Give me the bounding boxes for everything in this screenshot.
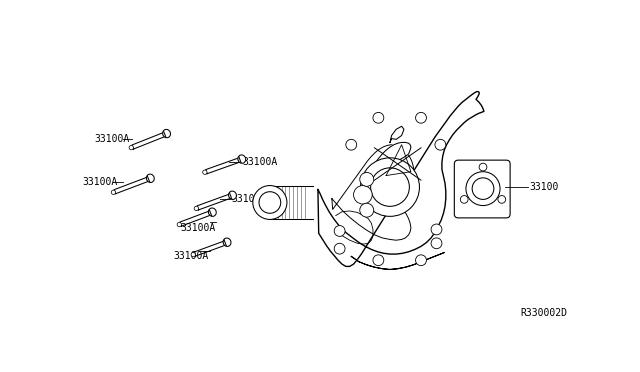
Text: 33100: 33100 [529,182,559,192]
Circle shape [360,158,419,217]
Circle shape [334,243,345,254]
Text: R330002D: R330002D [520,308,567,318]
Polygon shape [132,133,164,149]
Polygon shape [318,92,484,266]
Circle shape [203,170,207,174]
Ellipse shape [147,174,154,183]
Circle shape [466,172,500,206]
Text: 33100A: 33100A [173,251,208,262]
Text: 33100A: 33100A [242,157,277,167]
Ellipse shape [223,238,231,246]
Circle shape [360,173,374,186]
Circle shape [498,196,506,203]
FancyBboxPatch shape [454,160,510,218]
Circle shape [373,255,384,266]
Circle shape [373,112,384,123]
Ellipse shape [238,155,246,163]
Polygon shape [374,142,411,167]
Circle shape [111,190,116,195]
Text: 33100A: 33100A [180,223,216,233]
Polygon shape [197,194,230,210]
Text: 33100A: 33100A [94,134,129,144]
Circle shape [334,225,345,236]
Circle shape [253,186,287,219]
Circle shape [431,224,442,235]
Text: 33100A: 33100A [231,194,266,203]
Circle shape [129,145,133,150]
Circle shape [415,255,426,266]
Ellipse shape [228,191,236,199]
Circle shape [479,163,487,171]
Polygon shape [351,253,444,269]
Text: 33100A: 33100A [83,177,118,187]
Polygon shape [390,126,404,142]
Circle shape [415,112,426,123]
Polygon shape [180,211,210,226]
Circle shape [435,140,446,150]
Ellipse shape [209,208,216,217]
Polygon shape [205,158,239,174]
Circle shape [194,206,198,211]
Polygon shape [114,177,148,194]
Circle shape [460,196,468,203]
Circle shape [431,238,442,249]
Polygon shape [194,241,225,256]
Ellipse shape [163,129,170,138]
Circle shape [346,140,356,150]
Circle shape [353,186,372,204]
Circle shape [177,222,182,227]
Circle shape [191,253,195,257]
Circle shape [360,203,374,217]
